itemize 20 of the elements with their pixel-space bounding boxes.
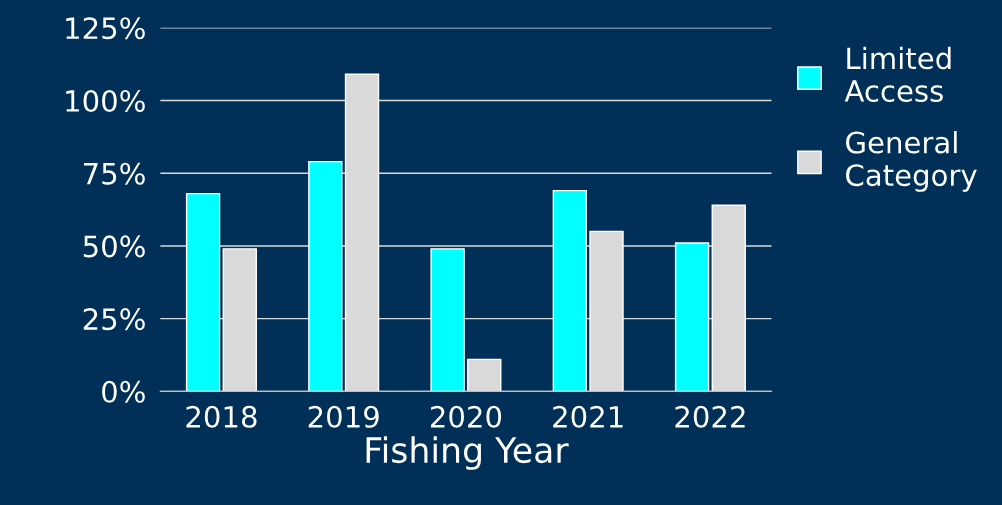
x-tick-label: 2019 — [308, 405, 379, 428]
bar — [430, 248, 465, 392]
y-tick-label: 25% — [83, 308, 145, 331]
bar — [467, 358, 502, 392]
y-tick-label: 75% — [84, 162, 145, 185]
bar — [185, 192, 221, 392]
legend-label: General Category — [846, 130, 977, 192]
bar — [552, 189, 588, 392]
x-tick-label: 2021 — [553, 405, 623, 428]
y-tick-label: 0% — [102, 380, 145, 403]
y-tick-label: 50% — [83, 235, 145, 258]
y-tick-label: 100% — [66, 89, 145, 112]
legend-label: Limited Access — [844, 46, 951, 102]
x-tick-label: 2022 — [675, 405, 745, 428]
x-axis-title: Fishing Year — [366, 436, 569, 470]
x-tick-label: 2020 — [430, 405, 502, 428]
bar — [674, 242, 710, 392]
bar — [308, 160, 343, 392]
x-tick-label: 2018 — [186, 405, 257, 428]
y-tick-label: 125% — [66, 17, 145, 40]
